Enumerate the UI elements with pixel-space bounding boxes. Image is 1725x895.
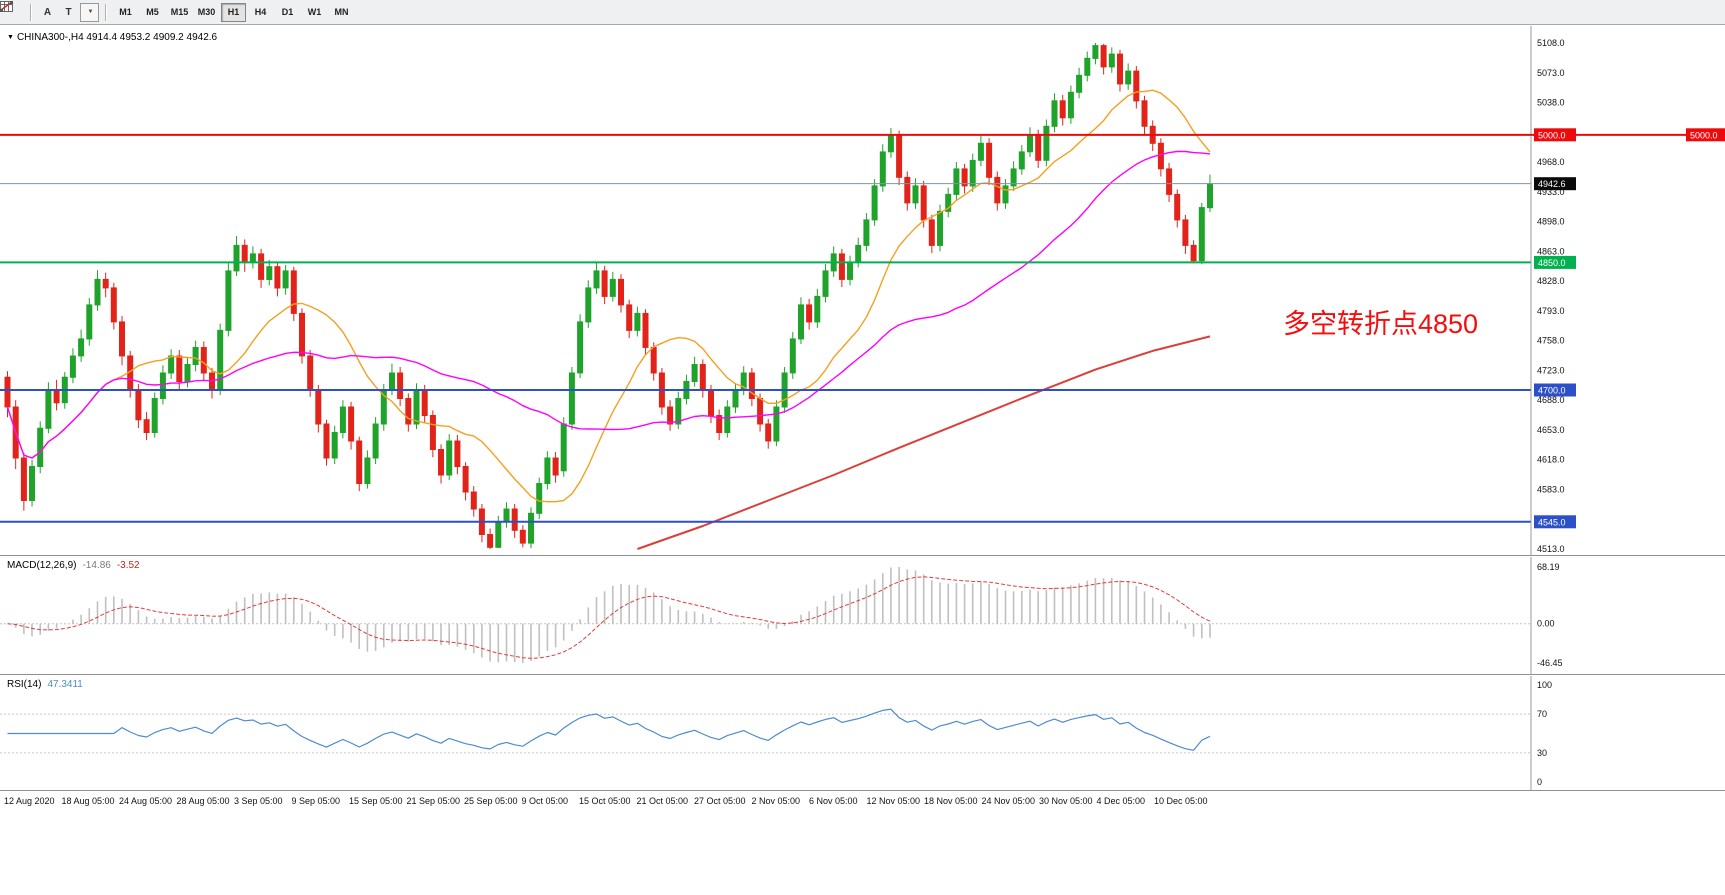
- time-axis-label: 4 Dec 05:00: [1096, 796, 1146, 806]
- svg-text:4618.0: 4618.0: [1537, 455, 1565, 465]
- macd-signal-value: -3.52: [116, 560, 140, 571]
- svg-text:5000.0: 5000.0: [1538, 130, 1566, 140]
- top-toolbar: A T ▼ M1 M5 M15 M30 H1 H4 D1 W1 MN: [0, 0, 1725, 25]
- svg-text:4828.0: 4828.0: [1537, 276, 1565, 286]
- rsi-label: RSI(14): [7, 679, 42, 690]
- timeframe-button-m5[interactable]: M5: [146, 7, 159, 17]
- macd-header: MACD(12,26,9) -14.86 -3.52: [7, 560, 140, 571]
- time-axis-label: 12 Aug 2020: [4, 796, 55, 806]
- timeframe-button-m15[interactable]: M15: [170, 7, 189, 17]
- time-axis-label: 3 Sep 05:00: [234, 796, 283, 806]
- svg-text:0.00: 0.00: [1537, 619, 1555, 629]
- toolbar-separator: [105, 3, 107, 21]
- time-axis-label: 15 Sep 05:00: [349, 796, 403, 806]
- time-axis-label: 2 Nov 05:00: [751, 796, 801, 806]
- time-axis-label: 18 Aug 05:00: [61, 796, 115, 806]
- time-axis-label: 30 Nov 05:00: [1039, 796, 1093, 806]
- svg-text:0: 0: [1537, 777, 1542, 787]
- rsi-header: RSI(14) 47.3411: [7, 679, 83, 690]
- macd-canvas[interactable]: 68.19 0.00 -46.45: [0, 557, 1725, 674]
- svg-text:70: 70: [1537, 709, 1547, 719]
- timeframe-button-h1[interactable]: H1: [221, 2, 246, 22]
- svg-text:4850.0: 4850.0: [1538, 258, 1566, 268]
- rsi-indicator-panel[interactable]: 100 70 30 0 RSI(14) 47.3411: [0, 676, 1725, 790]
- chart-text-annotation: 多空转折点4850: [1283, 309, 1479, 339]
- trendline-tool-icon: [0, 1, 13, 12]
- time-axis-label: 21 Oct 05:00: [636, 796, 689, 806]
- svg-text:4513.0: 4513.0: [1537, 544, 1565, 554]
- svg-text:4942.6: 4942.6: [1538, 179, 1566, 189]
- svg-text:4968.0: 4968.0: [1537, 157, 1565, 167]
- svg-text:4688.0: 4688.0: [1537, 395, 1565, 405]
- time-axis-label: 24 Aug 05:00: [119, 796, 173, 806]
- time-axis-label: 10 Dec 05:00: [1154, 796, 1208, 806]
- timeframe-button-w1[interactable]: W1: [307, 7, 322, 17]
- time-axis-label: 15 Oct 05:00: [579, 796, 631, 806]
- chart-title: ▼ CHINA300-,H4 4914.4 4953.2 4909.2 4942.…: [7, 32, 217, 43]
- svg-text:5000.0: 5000.0: [1690, 130, 1718, 140]
- svg-text:4898.0: 4898.0: [1537, 217, 1565, 227]
- svg-text:5108.0: 5108.0: [1537, 38, 1565, 48]
- price-chart-panel[interactable]: 5108.0 5073.0 5038.0 4968.0 4933.0 4898.0 4863…: [0, 26, 1725, 555]
- svg-text:4700.0: 4700.0: [1538, 386, 1566, 396]
- chart-ohlc-values: 4914.4 4953.2 4909.2 4942.6: [86, 32, 218, 43]
- timeframe-button-m30[interactable]: M30: [197, 7, 216, 17]
- time-axis-label: 24 Nov 05:00: [981, 796, 1036, 806]
- svg-text:30: 30: [1537, 748, 1547, 758]
- time-axis-label: 9 Oct 05:00: [521, 796, 569, 806]
- svg-text:4863.0: 4863.0: [1537, 246, 1565, 256]
- svg-text:4793.0: 4793.0: [1537, 306, 1565, 316]
- panel-splitter[interactable]: [0, 674, 1725, 676]
- svg-text:5038.0: 5038.0: [1537, 98, 1565, 108]
- text-tool-button[interactable]: T: [65, 6, 72, 18]
- time-axis-label: 12 Nov 05:00: [866, 796, 921, 806]
- time-axis-label: 28 Aug 05:00: [176, 796, 230, 806]
- macd-main-value: -14.86: [82, 560, 111, 571]
- svg-text:4583.0: 4583.0: [1537, 485, 1565, 495]
- svg-text:4545.0: 4545.0: [1538, 517, 1566, 527]
- svg-text:68.19: 68.19: [1537, 562, 1560, 572]
- macd-label: MACD(12,26,9): [7, 560, 77, 571]
- chart-dropdown-icon[interactable]: ▼: [7, 34, 14, 41]
- macd-indicator-panel[interactable]: 68.19 0.00 -46.45 MACD(12,26,9) -14.86 -3.52: [0, 557, 1725, 674]
- svg-text:-46.45: -46.45: [1537, 658, 1563, 668]
- rsi-canvas[interactable]: 100 70 30 0: [0, 676, 1725, 790]
- time-axis-label: 9 Sep 05:00: [291, 796, 341, 806]
- time-axis-label: 21 Sep 05:00: [406, 796, 461, 806]
- chevron-down-icon: ▼: [87, 9, 94, 15]
- rsi-value: 47.3411: [47, 679, 83, 690]
- timeframe-button-mn[interactable]: MN: [334, 7, 349, 17]
- arrow-tool-button[interactable]: A: [43, 6, 52, 18]
- timeframe-button-h4[interactable]: H4: [254, 7, 267, 17]
- price-chart-canvas[interactable]: 5108.0 5073.0 5038.0 4968.0 4933.0 4898.0 4863…: [0, 26, 1725, 555]
- timeframe-button-d1[interactable]: D1: [281, 7, 294, 17]
- time-axis-label: 25 Sep 05:00: [464, 796, 518, 806]
- time-axis-label: 27 Oct 05:00: [694, 796, 746, 806]
- chart-symbol-period: CHINA300-,H4: [16, 32, 84, 43]
- svg-text:4723.0: 4723.0: [1537, 365, 1565, 375]
- time-axis-label: 18 Nov 05:00: [924, 796, 978, 806]
- svg-text:4653.0: 4653.0: [1537, 425, 1565, 435]
- time-axis-label: 6 Nov 05:00: [809, 796, 858, 806]
- timeframe-button-m1[interactable]: M1: [119, 7, 132, 17]
- svg-text:4933.0: 4933.0: [1537, 187, 1565, 197]
- toolbar-separator: [30, 3, 32, 21]
- shapes-dropdown-button[interactable]: ▼: [0, 1, 99, 22]
- panel-splitter[interactable]: [0, 555, 1725, 557]
- svg-text:5073.0: 5073.0: [1537, 68, 1565, 78]
- svg-text:100: 100: [1537, 680, 1552, 690]
- time-axis[interactable]: 12 Aug 2020 18 Aug 05:00 24 Aug 05:00 28 Au…: [0, 790, 1725, 814]
- svg-text:4758.0: 4758.0: [1537, 336, 1565, 346]
